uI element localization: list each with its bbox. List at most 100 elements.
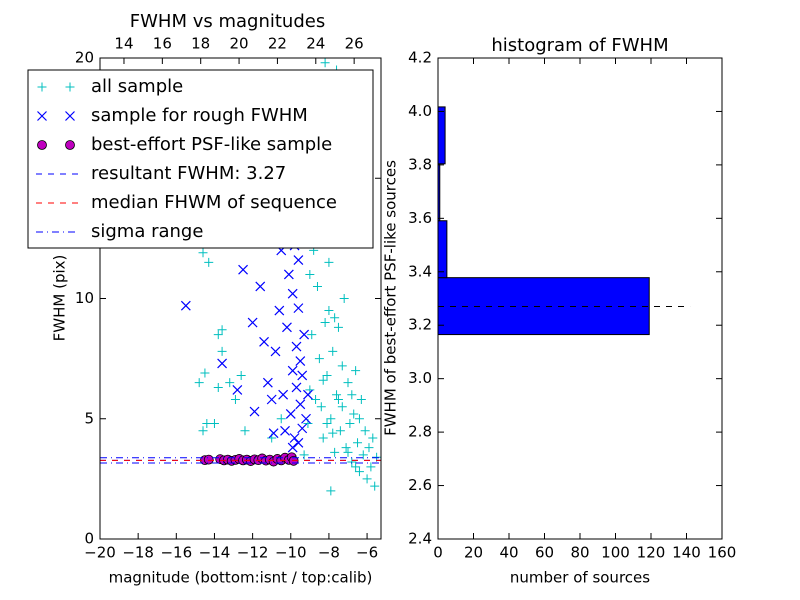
x-marker: [297, 370, 308, 381]
plus-marker: [368, 433, 378, 443]
legend-label: sample for rough FWHM: [91, 105, 308, 126]
x-tick-label: 60: [535, 544, 554, 562]
plus-marker: [314, 354, 324, 364]
x-marker: [293, 303, 304, 314]
plus-marker: [217, 325, 227, 335]
legend-label: sigma range: [91, 221, 203, 242]
plus-marker: [347, 390, 357, 400]
plus-marker: [345, 419, 355, 429]
x-tick-label: −10: [275, 544, 307, 562]
plus-marker: [351, 462, 361, 472]
plus-marker: [299, 450, 309, 460]
plus-marker: [354, 467, 364, 477]
plus-marker: [328, 428, 338, 438]
plus-marker: [240, 426, 250, 436]
plus-marker: [324, 306, 334, 316]
plus-marker: [341, 443, 351, 453]
plus-marker: [324, 257, 334, 267]
plus-marker: [362, 474, 372, 484]
plus-marker: [198, 248, 208, 258]
plus-marker: [307, 330, 317, 340]
legend-label: resultant FWHM: 3.27: [91, 163, 286, 184]
x-marker: [37, 111, 47, 121]
x-marker: [287, 288, 298, 299]
plus-marker: [276, 414, 286, 424]
plus-marker: [209, 419, 219, 429]
x-tick-label: −12: [237, 544, 269, 562]
plus-marker: [353, 438, 363, 448]
plus-marker: [305, 269, 315, 279]
x-tick-label: 26: [345, 35, 364, 53]
y-tick-label: 4.0: [408, 102, 432, 120]
plus-marker: [326, 486, 336, 496]
x-tick-label: −16: [160, 544, 192, 562]
x-axis-label: number of sources: [510, 569, 650, 587]
plus-marker: [356, 395, 366, 405]
plus-marker: [320, 318, 330, 328]
x-marker: [293, 255, 304, 265]
x-marker: [217, 358, 228, 369]
x-marker: [285, 409, 296, 419]
chart-title: histogram of FWHM: [491, 35, 668, 56]
x-tick-label: 20: [230, 35, 249, 53]
x-marker: [247, 317, 258, 328]
plus-marker: [312, 281, 322, 291]
x-marker: [274, 305, 285, 316]
plus-marker: [330, 447, 340, 457]
y-axis-label: FWHM of best-effort PSF-like sources: [382, 160, 400, 436]
y-axis-label: FWHM (pix): [51, 255, 69, 342]
x-marker: [283, 269, 294, 280]
x-marker: [287, 442, 298, 453]
x-marker: [262, 377, 273, 388]
x-marker: [268, 428, 279, 439]
x-marker: [232, 384, 243, 395]
x-marker: [65, 111, 75, 121]
plus-marker: [320, 58, 330, 68]
plus-marker: [200, 368, 210, 378]
chart-title: FWHM vs magnitudes: [130, 11, 325, 32]
x-tick-label: 24: [306, 35, 325, 53]
circle-marker: [65, 140, 75, 150]
plus-marker: [326, 414, 336, 424]
plus-marker: [236, 370, 246, 380]
x-tick-label: 20: [464, 544, 483, 562]
circle-marker: [203, 454, 214, 465]
x-tick-label: 22: [268, 35, 287, 53]
bar: [438, 106, 446, 165]
plus-marker: [335, 426, 345, 436]
plus-marker: [37, 82, 47, 92]
plus-marker: [213, 330, 223, 340]
plus-marker: [230, 395, 240, 405]
plus-marker: [343, 447, 353, 457]
plus-marker: [364, 443, 374, 453]
legend-box: [27, 69, 374, 249]
legend-label: all sample: [91, 76, 183, 97]
x-tick-label: 14: [114, 35, 133, 53]
x-tick-label: −20: [84, 544, 116, 562]
y-tick-label: 4.2: [408, 49, 432, 67]
x-marker: [280, 425, 290, 436]
x-marker: [293, 437, 304, 448]
x-tick-label: 40: [499, 544, 518, 562]
y-tick-label: 3.8: [408, 155, 432, 173]
plus-marker: [202, 419, 212, 429]
plus-marker: [332, 390, 342, 400]
x-marker: [259, 336, 269, 347]
x-tick-label: 100: [601, 544, 630, 562]
x-tick-label: 80: [570, 544, 589, 562]
x-marker: [295, 399, 306, 410]
y-tick-label: 5: [84, 409, 94, 427]
x-marker: [289, 433, 300, 443]
plus-marker: [311, 395, 321, 405]
y-tick-label: 3.0: [408, 369, 432, 387]
plus-marker: [343, 378, 353, 388]
x-tick-label: −8: [318, 544, 340, 562]
y-tick-label: 2.8: [408, 423, 432, 441]
plus-marker: [318, 375, 328, 385]
plus-marker: [213, 382, 223, 392]
x-tick-label: 16: [153, 35, 172, 53]
y-tick-label: 2.4: [408, 530, 432, 548]
x-marker: [287, 365, 298, 376]
y-tick-label: 20: [75, 49, 94, 67]
